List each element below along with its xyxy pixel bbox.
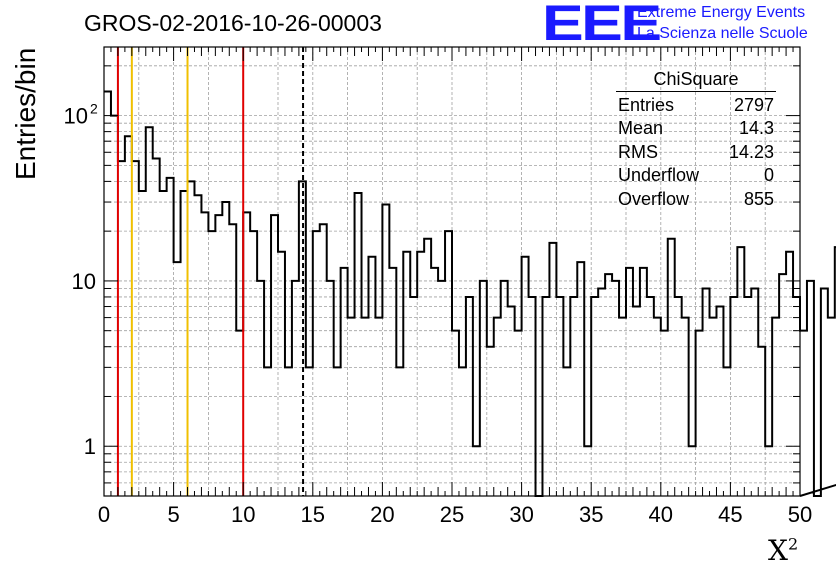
- stats-row-underflow: Underflow 0: [610, 164, 782, 187]
- stats-value: 2797: [733, 95, 774, 115]
- y-axis-label: Entries/bin: [10, 47, 41, 180]
- y-tick-label-exponent: 2: [90, 101, 98, 117]
- y-tick-label: 10: [64, 104, 88, 129]
- x-tick-label: 25: [440, 502, 464, 527]
- x-axis-label: X2: [768, 534, 798, 567]
- histogram-outline: [104, 90, 836, 497]
- x-tick-label: 20: [370, 502, 394, 527]
- stats-label: RMS: [618, 141, 658, 162]
- stats-label: Underflow: [618, 165, 700, 186]
- stats-value: 14.23: [728, 141, 774, 162]
- y-tick-label: 10: [72, 269, 96, 294]
- stats-value: 0: [763, 165, 774, 186]
- logo-line-2: La Scienza nelle Scuole: [637, 25, 808, 42]
- stats-value: 855: [743, 188, 774, 209]
- stats-box: ChiSquare Entries 2797 Mean 14.3 RMS 14.23 Und…: [610, 67, 782, 211]
- x-axis-label-sup: 2: [787, 534, 799, 554]
- stats-label: Entries: [618, 95, 675, 115]
- x-tick-label: 50: [788, 502, 812, 527]
- x-tick-label: 0: [98, 502, 110, 527]
- x-tick-label: 15: [301, 502, 325, 527]
- stats-row-entries: Entries 2797: [610, 94, 782, 117]
- x-tick-label: 10: [231, 502, 255, 527]
- x-tick-label: 5: [167, 502, 179, 527]
- stats-value: 14.3: [738, 118, 774, 139]
- chart-title: GROS-02-2016-10-26-00003: [84, 10, 382, 36]
- x-tick-label: 45: [718, 502, 742, 527]
- stats-row-mean: Mean 14.3: [610, 117, 782, 140]
- stats-label: Mean: [618, 118, 664, 139]
- stats-title: ChiSquare: [616, 67, 776, 92]
- y-tick-label: 1: [84, 434, 96, 459]
- x-tick-label: 40: [649, 502, 673, 527]
- stats-label: Overflow: [618, 188, 690, 209]
- eee-logo: EEE: [542, 0, 662, 51]
- x-axis-label-base: X: [768, 534, 788, 567]
- stats-row-overflow: Overflow 855: [610, 188, 782, 211]
- x-tick-label: 35: [579, 502, 603, 527]
- logo-line-1: Extreme Energy Events: [637, 4, 806, 21]
- stats-row-rms: RMS 14.23: [610, 141, 782, 164]
- x-tick-label: 30: [509, 502, 533, 527]
